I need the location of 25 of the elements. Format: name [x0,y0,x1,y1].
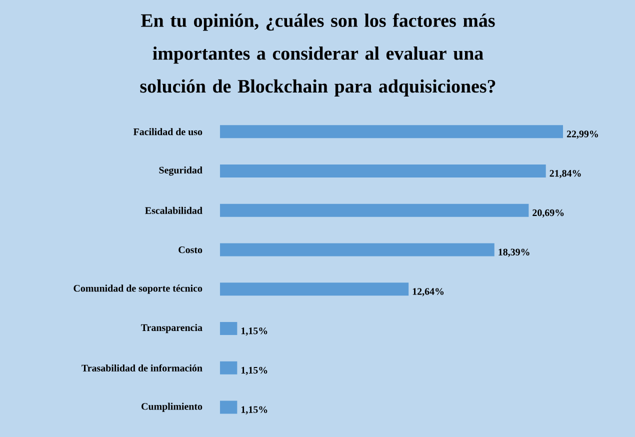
y-tick-label: Comunidad de soporte técnico [74,284,202,294]
bar [220,164,546,178]
bar [220,125,564,138]
data-label: 18,39% [498,248,530,257]
bar [220,361,238,374]
y-tick-label: Facilidad de uso [133,128,202,136]
y-tick-label: Trasabilidad de información [82,364,202,372]
data-label: 1,15% [241,327,268,336]
data-label: 21,84% [550,170,581,178]
y-tick-label: Escalabilidad [145,206,202,214]
y-tick-label: Seguridad [159,166,202,176]
data-label: 1,15% [241,366,268,376]
y-tick-label: Transparencia [141,324,202,334]
y-tick-label: Cumplimiento [142,402,202,412]
bar [220,400,238,414]
bar [220,243,494,256]
data-label: 1,15% [241,406,268,414]
data-label: 20,69% [532,209,564,218]
bar [220,282,409,296]
chart-title: En tu opinión, ¿cuáles son los factores más importantes a considerar al evaluar una solución de Blockchain para adquisiciones? [140,13,496,97]
bar [220,204,529,217]
bar [220,322,238,336]
y-tick-label: Costo [178,246,202,254]
data-label: 22,99% [566,130,598,139]
data-label: 12,64% [412,288,444,296]
